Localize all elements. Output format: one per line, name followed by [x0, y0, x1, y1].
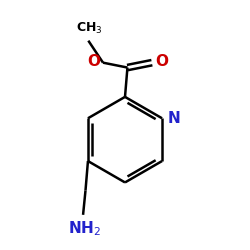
- Text: O: O: [87, 54, 100, 69]
- Text: N: N: [168, 111, 180, 126]
- Text: CH$_3$: CH$_3$: [76, 21, 103, 36]
- Text: NH$_2$: NH$_2$: [68, 219, 101, 238]
- Text: O: O: [155, 54, 168, 69]
